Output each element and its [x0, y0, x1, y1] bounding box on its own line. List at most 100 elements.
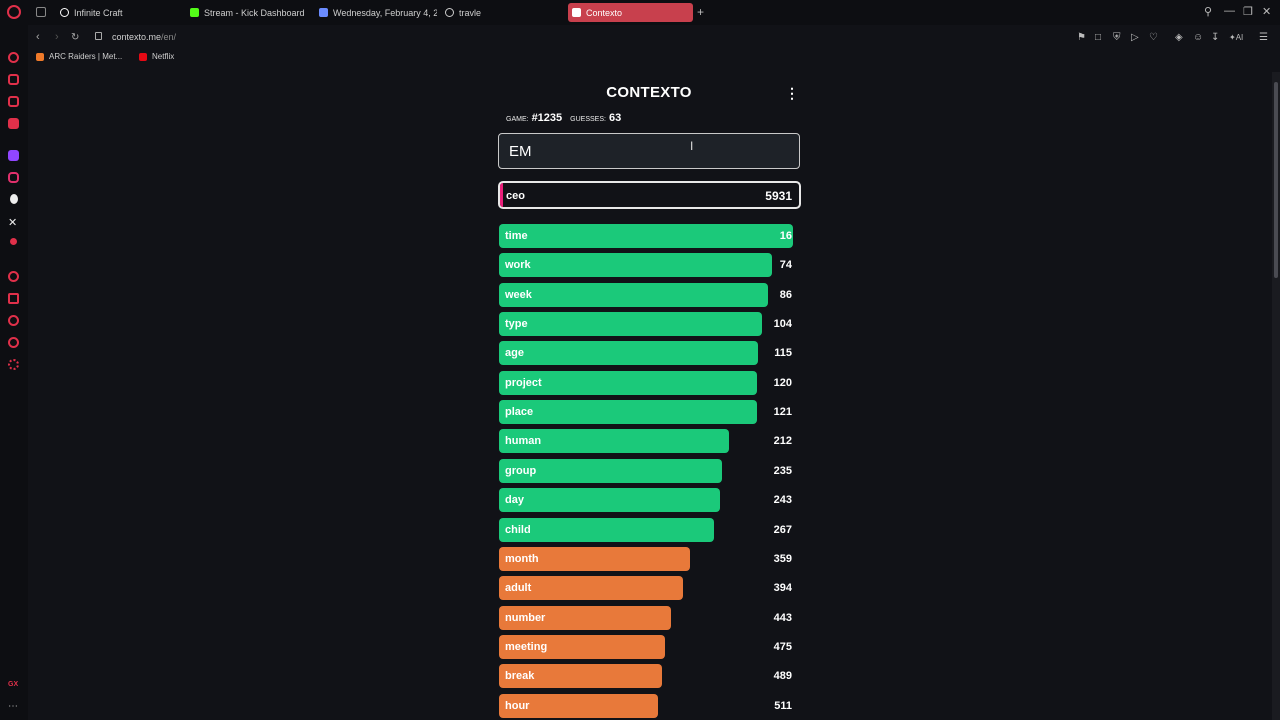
last-guess-bar — [500, 183, 503, 207]
snapshot-icon[interactable]: □ — [1095, 32, 1102, 43]
extensions-icon[interactable]: ◈ — [1175, 32, 1183, 43]
tab-travle[interactable]: travle — [441, 3, 563, 22]
game-menu-icon[interactable]: ⋮ — [785, 85, 799, 101]
game-number: #1235 — [531, 112, 563, 124]
guesses-label: Guesses: — [570, 116, 606, 123]
store-icon[interactable] — [8, 74, 19, 85]
guess-row: place 121 — [499, 400, 793, 425]
download-icon[interactable]: ↧ — [1211, 32, 1220, 43]
guess-bar — [499, 458, 723, 483]
restore-icon[interactable]: ❐ — [1243, 6, 1253, 18]
settings-gear-icon[interactable] — [8, 359, 19, 370]
pin-icon[interactable]: ⚑ — [1077, 32, 1086, 43]
guess-row: human 212 — [499, 429, 793, 454]
last-guess-rank: 5931 — [765, 189, 792, 203]
address-bar — [28, 27, 1280, 49]
guess-rank: 443 — [773, 611, 792, 624]
guess-word: number — [505, 611, 546, 624]
x-icon[interactable]: ✕ — [8, 217, 18, 229]
guess-rank: 74 — [779, 259, 792, 272]
guess-word: day — [505, 494, 524, 507]
guess-word: work — [505, 259, 531, 272]
more-dots-icon[interactable]: ⋯ — [8, 701, 18, 712]
guess-bar — [499, 370, 757, 395]
bookmark-arc-raiders[interactable]: ARC Raiders | Met... — [36, 52, 122, 61]
tab-contexto[interactable]: Contexto — [568, 3, 693, 22]
guess-rank: 212 — [773, 435, 792, 448]
play-icon[interactable]: ▷ — [1131, 32, 1139, 43]
infinity-icon — [60, 8, 69, 17]
guess-bar — [499, 517, 714, 542]
tab-calendar[interactable]: Wednesday, February 4, 2 — [315, 3, 437, 22]
lock-icon[interactable] — [95, 32, 102, 40]
guess-row: child 267 — [499, 517, 793, 542]
guess-rank: 489 — [773, 670, 792, 683]
new-tab-icon[interactable]: + — [697, 5, 705, 19]
guess-rank: 235 — [773, 464, 792, 477]
chat-icon[interactable] — [8, 337, 19, 348]
twitch-icon[interactable] — [8, 150, 19, 161]
aria-icon[interactable] — [8, 52, 19, 63]
forward-icon[interactable]: › — [55, 31, 59, 43]
tiktok-icon[interactable] — [10, 194, 18, 204]
heart-icon[interactable]: ♡ — [1149, 32, 1158, 43]
url-field[interactable]: contexto.me/en/ — [112, 32, 176, 42]
record-icon[interactable] — [10, 238, 17, 245]
guess-row: break 489 — [499, 664, 793, 689]
search-tabs-icon[interactable]: ⚲ — [1204, 6, 1213, 18]
guess-word: month — [505, 552, 539, 565]
arc-raiders-icon — [36, 52, 44, 61]
game-label: Game: — [506, 116, 529, 123]
guess-row: adult 394 — [499, 576, 793, 601]
twitch-tracker-icon[interactable] — [8, 96, 19, 107]
scrollbar[interactable] — [1272, 72, 1280, 720]
scrollbar-thumb[interactable] — [1274, 82, 1278, 278]
bookmark-netflix[interactable]: Netflix — [139, 52, 174, 61]
guess-bar — [499, 546, 691, 571]
guess-bar — [499, 488, 720, 513]
guess-rank: 115 — [774, 347, 792, 360]
history-icon[interactable] — [8, 315, 19, 326]
guess-row: group 235 — [499, 458, 793, 483]
guess-row: work 74 — [499, 253, 793, 278]
profile-icon[interactable]: ☺ — [1193, 32, 1204, 43]
guess-bar — [499, 282, 768, 307]
close-icon[interactable]: ✕ — [1262, 6, 1272, 18]
gx-icon[interactable]: GX — [8, 681, 19, 688]
menu-icon[interactable]: ☰ — [1259, 32, 1268, 43]
opera-logo-icon[interactable] — [7, 5, 21, 19]
guess-rank: 511 — [774, 699, 792, 712]
guess-rank: 121 — [773, 406, 792, 419]
text-cursor-icon: I — [690, 139, 694, 153]
game-stats: Game: #1235 Guesses: 63 — [506, 112, 621, 124]
guess-word: age — [505, 347, 524, 360]
guess-row: month 359 — [499, 546, 793, 571]
guess-row: day 243 — [499, 488, 793, 513]
reload-icon[interactable]: ↻ — [71, 32, 80, 43]
contexto-icon — [572, 8, 581, 17]
guess-bar — [499, 664, 663, 689]
instagram-icon[interactable] — [8, 172, 19, 183]
tab-infinite-craft[interactable]: Infinite Craft — [56, 3, 181, 22]
guess-word: type — [505, 318, 528, 331]
guess-word: break — [505, 670, 535, 683]
guess-row: meeting 475 — [499, 634, 793, 659]
guess-bar — [499, 253, 773, 278]
player-icon[interactable] — [8, 271, 19, 282]
browser-sidebar: ✕ GX ⋯ — [0, 25, 28, 720]
back-icon[interactable]: ‹ — [36, 31, 40, 43]
ai-icon[interactable]: ✦AI — [1229, 33, 1244, 42]
guess-word: child — [505, 523, 531, 536]
minimize-icon[interactable]: — — [1224, 5, 1235, 17]
pinboard-icon[interactable] — [8, 293, 19, 304]
guess-input[interactable] — [498, 133, 800, 169]
guess-word: place — [505, 406, 534, 419]
guess-row: type 104 — [499, 312, 793, 337]
guess-bar — [499, 224, 793, 248]
guess-rank: 16 — [779, 230, 792, 242]
kick-icon — [190, 8, 199, 17]
workspaces-icon[interactable] — [36, 7, 46, 17]
m-app-icon[interactable] — [8, 118, 19, 129]
tab-kick-dashboard[interactable]: Stream - Kick Dashboard — [186, 3, 311, 22]
shield-icon[interactable]: ⛨ — [1113, 32, 1121, 43]
